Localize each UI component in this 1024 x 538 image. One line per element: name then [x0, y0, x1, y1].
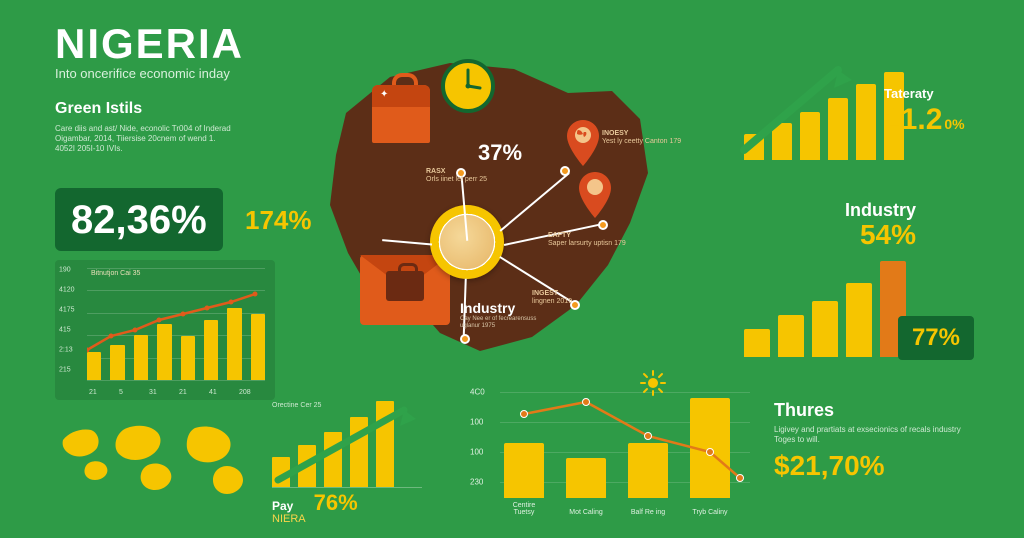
x-tick: 21 — [89, 389, 97, 396]
green-heading: Green Istils — [55, 100, 235, 118]
bc-line — [504, 378, 750, 498]
clock-icon — [440, 58, 496, 114]
thures-title: Thures — [774, 400, 974, 421]
pin1-label: INOESY Yest ly ceetty Canton 179 — [602, 130, 681, 145]
headline-stat-box: 82,36% — [55, 188, 223, 251]
x-tick: Balf Re ing — [628, 509, 668, 516]
industry-center-title: Industry — [460, 300, 540, 316]
y-tick: 4120 — [59, 287, 75, 294]
industry-value: 54% — [744, 219, 916, 251]
rasx-title: RASX — [426, 168, 445, 175]
y-tick: 4C0 — [470, 388, 485, 397]
page-title: NIGERIA — [55, 20, 244, 68]
y-tick: 100 — [470, 418, 483, 427]
spoke-dot — [560, 166, 570, 176]
bar — [846, 283, 872, 357]
eafty-sub: Saper larsurty uptisn 179 — [548, 240, 626, 247]
bl2-title: Pay — [272, 499, 306, 513]
tateraty-value: 21.2 — [884, 103, 942, 136]
thures-block: Thures Ligivey and prartiats at exsecion… — [774, 400, 974, 482]
sun-icon — [640, 370, 666, 396]
combo-chart-left: Bitnutjon Cai 35 190412041754152:13215 2… — [55, 260, 275, 400]
growth-arrow-icon — [738, 56, 858, 166]
green-body: Care diis and ast/ Nide, econolic Tr004 … — [55, 124, 235, 154]
bar — [778, 315, 804, 357]
map-pin-icon — [578, 172, 612, 218]
bl-line — [87, 280, 265, 380]
shopping-bag-icon: ✦ — [372, 85, 430, 143]
x-tick: Centire Tuetsy — [504, 502, 544, 516]
y-tick: 4175 — [59, 307, 75, 314]
rasx-sub: Orls iinet lef perr 25 — [426, 176, 487, 183]
thures-body: Ligivey and prartiats at exsecionics of … — [774, 425, 974, 444]
tateraty-suffix: 0% — [944, 116, 964, 132]
growth-arrow-icon — [272, 398, 422, 494]
spoke-dot — [598, 220, 608, 230]
bar — [744, 329, 770, 357]
bar — [812, 301, 838, 357]
tateraty-label: Tateraty — [884, 86, 965, 101]
eafty-title: EAFTY — [548, 232, 571, 239]
x-tick: Tryb Caliny — [690, 509, 730, 516]
ingest-title: INGEST — [532, 290, 558, 297]
green-istils-block: Green Istils Care diis and ast/ Nide, ec… — [55, 100, 235, 154]
y-tick: 190 — [59, 267, 71, 274]
y-tick: 215 — [59, 367, 71, 374]
y-tick: 2:13 — [59, 347, 73, 354]
header: NIGERIA Into oncerifice economic inday — [55, 20, 244, 81]
pin1-title: INOESY — [602, 130, 628, 137]
headline-stat: 82,36% — [71, 198, 207, 242]
world-map-icon — [55, 412, 255, 502]
industry-center-body: Cay Nee er of fecrearensuss uglanur 1975 — [460, 316, 540, 329]
map-pin-icon — [566, 120, 600, 166]
x-tick: 21 — [179, 389, 187, 396]
page-subtitle: Into oncerifice economic inday — [55, 66, 244, 81]
x-tick: 41 — [209, 389, 217, 396]
y-tick: 415 — [59, 327, 71, 334]
globe-hub-icon — [430, 205, 504, 279]
center-pct: 37% — [478, 140, 522, 166]
y-tick: 230 — [470, 478, 483, 487]
bar — [856, 84, 876, 160]
spoke-dot — [460, 334, 470, 344]
rasx-label: RASX Orls iinet lef perr 25 — [426, 168, 487, 183]
tateraty-text: Tateraty 21.20% — [884, 86, 965, 137]
x-tick: 208 — [239, 389, 251, 396]
badge-77: 77% — [898, 316, 974, 360]
industry-label: Industry — [744, 200, 916, 221]
bl2-sub: NIERA — [272, 513, 306, 525]
x-tick: Mot Caling — [566, 509, 606, 516]
tateraty-chart: Tateraty 21.20% — [744, 70, 974, 160]
pay-niera-chart: Orectine Cer 25 Pay NIERA 76% — [272, 400, 422, 525]
x-tick: 5 — [119, 389, 123, 396]
industry-center-label: Industry Cay Nee er of fecrearensuss ugl… — [460, 300, 540, 329]
thures-value: $21,70% — [774, 450, 974, 482]
combo-chart-bottom: 4C0 100 100 230 Centire Tuetsy Mot Caling Bal… — [470, 380, 750, 520]
eafty-label: EAFTY Saper larsurty uptisn 179 — [548, 232, 626, 247]
x-tick: 31 — [149, 389, 157, 396]
pin1-sub: Yest ly ceetty Canton 179 — [602, 138, 681, 145]
envelope-briefcase-icon — [360, 255, 450, 325]
y-tick: 100 — [470, 448, 483, 457]
